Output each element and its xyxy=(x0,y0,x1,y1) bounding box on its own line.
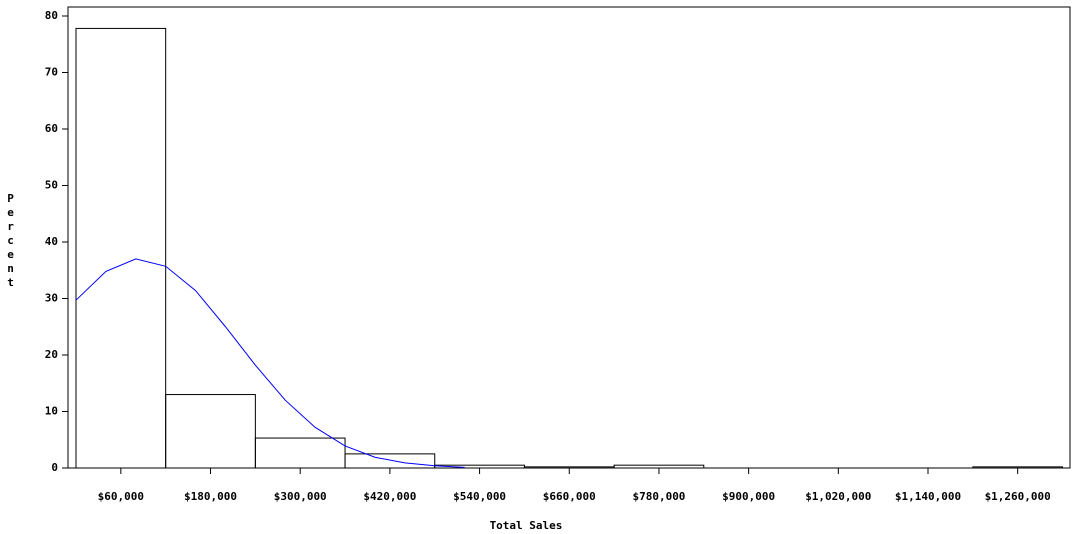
x-tick-label: $300,000 xyxy=(274,490,327,503)
x-tick-label: $1,020,000 xyxy=(805,490,871,503)
x-tick-label: $420,000 xyxy=(363,490,416,503)
x-tick-label: $1,140,000 xyxy=(895,490,961,503)
y-tick-label: 80 xyxy=(45,9,58,22)
y-tick-label: 0 xyxy=(51,461,58,474)
plot-frame xyxy=(67,6,1071,469)
bar xyxy=(972,466,1064,469)
bar xyxy=(344,453,436,469)
bar xyxy=(254,437,346,469)
x-tick-label: $60,000 xyxy=(98,490,144,503)
x-axis-label: Total Sales xyxy=(490,519,563,532)
y-tick-label: 40 xyxy=(45,235,58,248)
y-tick-label: 50 xyxy=(45,179,58,192)
x-tick-label: $540,000 xyxy=(453,490,506,503)
y-axis-label: Percent xyxy=(4,192,17,290)
bar xyxy=(523,466,615,469)
y-tick-label: 10 xyxy=(45,405,58,418)
x-tick-label: $1,260,000 xyxy=(985,490,1051,503)
x-tick-label: $660,000 xyxy=(543,490,596,503)
x-tick-label: $780,000 xyxy=(632,490,685,503)
y-tick-label: 30 xyxy=(45,292,58,305)
bar xyxy=(165,394,256,469)
x-tick-label: $180,000 xyxy=(184,490,237,503)
y-tick-label: 70 xyxy=(45,66,58,79)
bar xyxy=(613,464,705,469)
x-tick-label: $900,000 xyxy=(722,490,775,503)
density-curve xyxy=(75,258,465,468)
y-tick-label: 20 xyxy=(45,348,58,361)
bar xyxy=(75,27,167,469)
y-tick-label: 60 xyxy=(45,122,58,135)
